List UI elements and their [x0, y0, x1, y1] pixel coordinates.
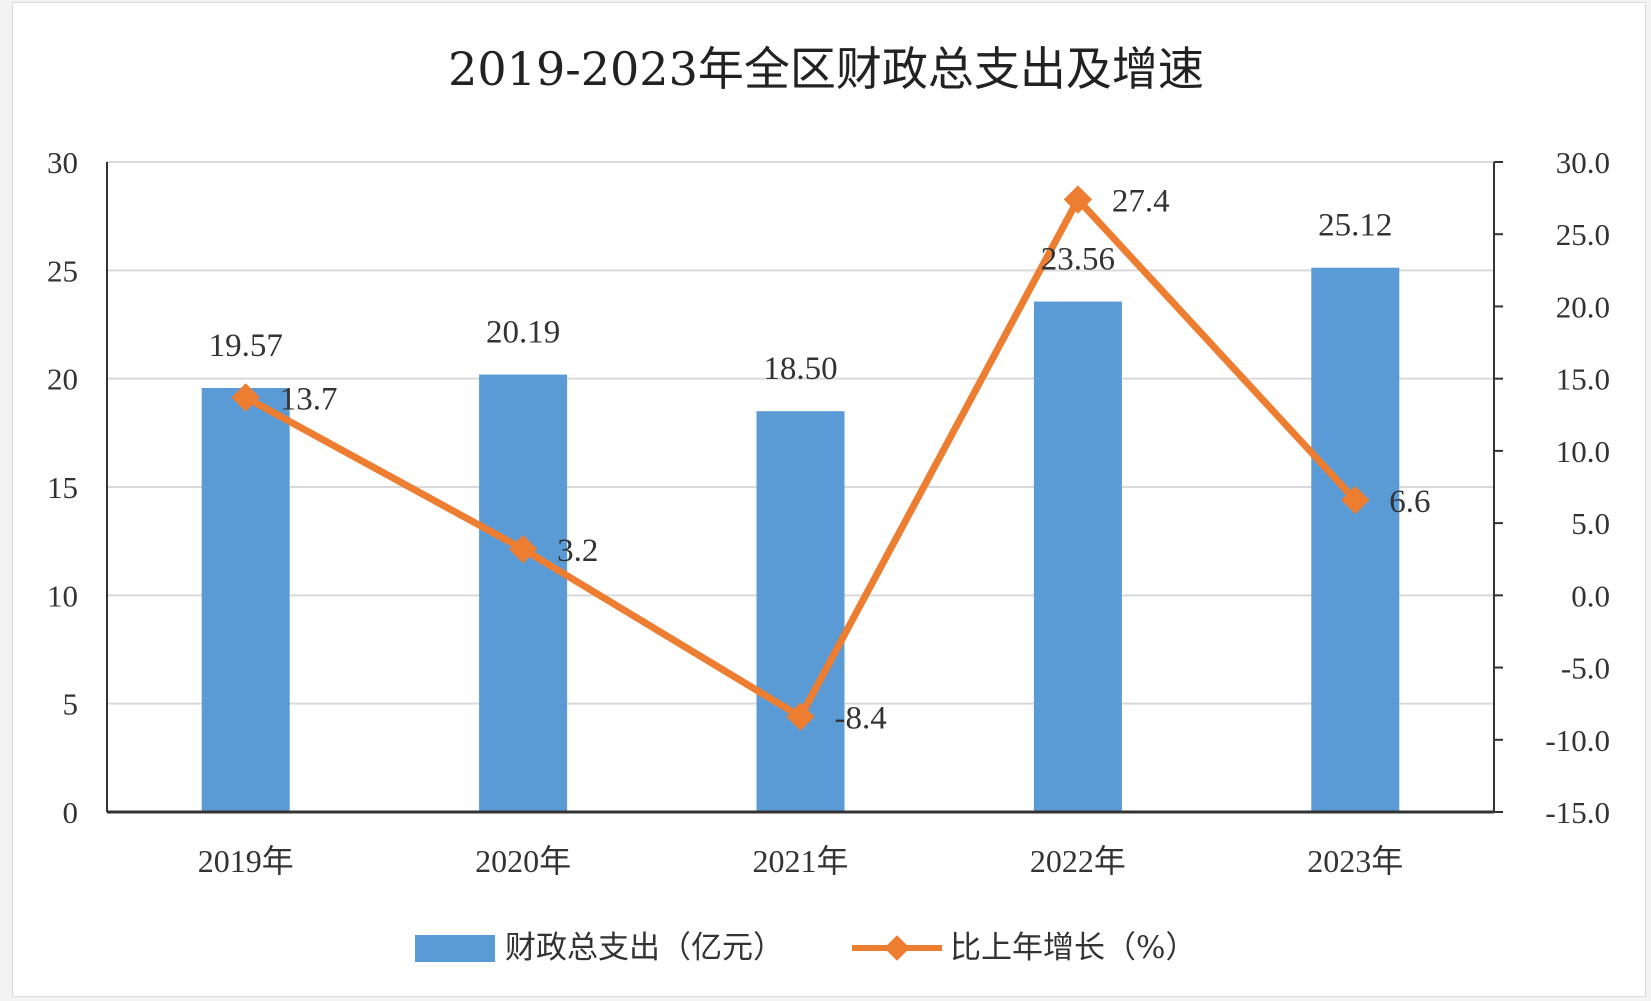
legend-bar-label: 财政总支出（亿元）	[505, 930, 784, 966]
y-right-tick-label: 5.0	[1571, 506, 1610, 541]
y-left-tick-label: 15	[47, 470, 78, 505]
x-tick-label: 2020年	[475, 843, 571, 879]
x-tick-label: 2019年	[198, 843, 294, 879]
y-right-tick-label: 15.0	[1556, 362, 1610, 397]
bar	[1311, 267, 1400, 812]
bar-data-label: 25.12	[1318, 208, 1392, 244]
y-left-tick-label: 5	[63, 687, 79, 722]
x-tick-label: 2023年	[1307, 843, 1403, 879]
bar-data-label: 23.56	[1041, 242, 1115, 278]
y-right-tick-label: 0.0	[1571, 578, 1610, 613]
y-right-tick-label: -5.0	[1561, 651, 1610, 686]
line-point	[1063, 185, 1093, 214]
bar-data-label: 18.50	[763, 351, 837, 387]
y-right-tick-label: -15.0	[1545, 795, 1610, 830]
line-data-label: 27.4	[1112, 184, 1170, 220]
data-labels: 19.57 20.19 18.50 23.56 25.12 13.7 3.2 -8.4 27.4…	[209, 184, 1431, 737]
y-right-tick-label: 25.0	[1556, 217, 1610, 252]
x-tick-label: 2021年	[752, 843, 848, 879]
y-right-tick-label: 20.0	[1556, 289, 1610, 324]
y-right-tick-label: 10.0	[1556, 434, 1610, 469]
y-left-tick-label: 20	[47, 362, 78, 397]
line-point	[508, 534, 538, 564]
bar	[201, 387, 290, 812]
line-point	[1341, 485, 1370, 515]
line-data-label: 13.7	[280, 381, 338, 417]
chart-title: 2019-2023年全区财政总支出及增速	[448, 42, 1204, 96]
bar	[756, 411, 845, 812]
y-right-tick-label: -10.0	[1545, 723, 1610, 758]
bar-data-label: 19.57	[209, 328, 283, 364]
line-data-label: 3.2	[557, 533, 598, 569]
line-data-label: -8.4	[835, 701, 887, 737]
legend-line-marker	[884, 935, 910, 961]
y-left-tick-label: 30	[47, 145, 78, 180]
y-right-tick-label: 30.0	[1556, 145, 1610, 180]
bar-series	[201, 267, 1400, 812]
line-data-label: 6.6	[1389, 484, 1430, 520]
legend-line-label: 比上年增长（%）	[950, 930, 1196, 966]
legend-bar-swatch	[415, 935, 495, 962]
bar	[479, 374, 568, 812]
y-left-tick-label: 10	[47, 578, 78, 613]
x-tick-label: 2022年	[1030, 843, 1126, 879]
bar	[1033, 301, 1122, 812]
bar-data-label: 20.19	[486, 315, 560, 351]
legend: 财政总支出（亿元） 比上年增长（%）	[415, 930, 1196, 966]
y-left-tick-label: 25	[47, 253, 78, 288]
gridlines	[107, 161, 1494, 705]
line-point	[786, 702, 815, 731]
y-left-tick-label: 0	[63, 795, 79, 830]
axes: 0 5 10 15 20 25 30 -15.0 -10.0 -5.0 0.0 5.0 10.0 15.0…	[47, 145, 1610, 879]
